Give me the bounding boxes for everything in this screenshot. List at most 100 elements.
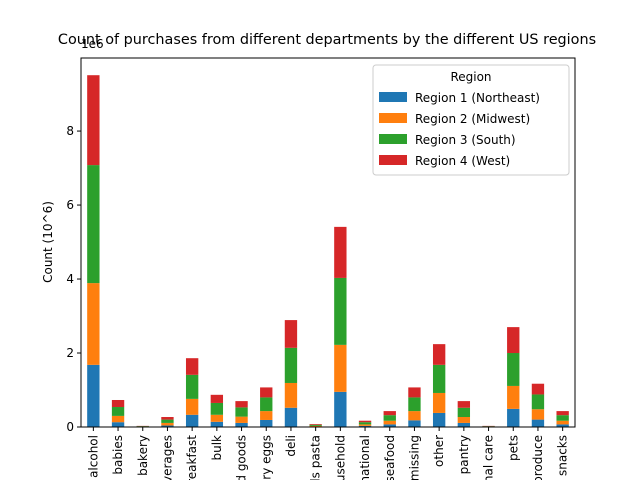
bar-segment (260, 419, 273, 427)
bar-segment (284, 407, 298, 427)
bar-segment (87, 75, 100, 166)
bar-segment (334, 391, 347, 427)
bar-segment (309, 425, 322, 427)
bar-segment (87, 165, 100, 284)
bar-segment (111, 422, 125, 427)
bar-segment (309, 424, 322, 425)
legend-swatch (379, 134, 407, 144)
x-tick-label: pets (506, 435, 520, 461)
bar-segment (161, 419, 174, 423)
bar-segment (284, 347, 298, 383)
bar-segment (334, 277, 347, 345)
x-tick-label: missing (407, 435, 421, 480)
bar-segment (185, 398, 199, 415)
bar-segment (334, 344, 347, 392)
bar-segment (111, 415, 125, 423)
legend-label: Region 1 (Northeast) (415, 91, 540, 105)
bar-segment (507, 385, 520, 409)
legend-label: Region 4 (West) (415, 154, 510, 168)
chart-title: Count of purchases from different depart… (58, 32, 596, 48)
x-tick-label: dry goods pasta (309, 435, 323, 480)
x-tick-label: bulk (210, 435, 224, 461)
x-tick-label: meat seafood (383, 435, 397, 480)
bar-segment (185, 358, 199, 375)
bar-segment (235, 407, 248, 417)
bar-segment (235, 416, 248, 423)
legend-label: Region 3 (South) (415, 133, 516, 147)
bar-segment (111, 399, 125, 408)
bar-segment (507, 353, 520, 386)
x-tick-label: pantry (457, 435, 471, 474)
bar-segment (358, 424, 372, 426)
y-tick-label: 8 (66, 124, 74, 138)
bar-segment (334, 226, 347, 278)
y-tick-label: 0 (66, 420, 74, 434)
x-tick-label: beverages (160, 435, 174, 480)
bar-segment (383, 411, 396, 416)
bar-segment (408, 397, 421, 412)
bar-segment (531, 419, 545, 427)
legend-box (372, 64, 570, 176)
bar-segment (408, 411, 421, 421)
bar-segment (507, 408, 520, 427)
bar-segment (383, 415, 396, 421)
bar-segment (531, 394, 545, 410)
legend-title: Region (450, 70, 491, 84)
x-tick-label: international (358, 435, 372, 480)
bar-segment (185, 414, 199, 427)
x-tick-label: canned goods (235, 435, 249, 480)
legend-swatch (379, 155, 407, 165)
bar-segment (161, 425, 174, 427)
bar-segment (210, 394, 224, 403)
bar-segment (556, 415, 569, 421)
y-tick-label: 6 (66, 198, 74, 212)
bar-segment (556, 411, 569, 416)
y-offset-label: 1e6 (81, 37, 104, 51)
x-tick-label: dairy eggs (259, 435, 273, 480)
y-axis-label: Count (10^6) (41, 201, 55, 283)
bar-segment (408, 387, 421, 398)
bar-segment (87, 283, 100, 365)
bar-segment (432, 412, 446, 427)
bar-segment (284, 382, 298, 408)
x-tick-label: deli (284, 435, 298, 457)
bar-segment (210, 414, 224, 422)
bar-segment (161, 417, 174, 420)
bar-segment (284, 320, 298, 348)
y-tick-label: 2 (66, 346, 74, 360)
bar-segment (210, 421, 224, 427)
bar-segment (260, 411, 273, 420)
bar-segment (556, 424, 569, 427)
bar-segment (260, 387, 273, 398)
bar-segment (457, 407, 471, 418)
bar-segment (432, 392, 446, 413)
bar-segment (457, 417, 471, 423)
bar-segment (432, 344, 446, 365)
bar-segment (457, 422, 471, 427)
bar-segment (358, 422, 372, 425)
x-tick-label: other (432, 435, 446, 467)
bar-segment (457, 401, 471, 408)
bar-segment (383, 424, 396, 427)
bar-segment (507, 327, 520, 354)
x-tick-label: bakery (136, 435, 150, 476)
bar-segment (383, 420, 396, 425)
y-tick-label: 4 (66, 272, 74, 286)
bar-segment (161, 422, 174, 426)
x-tick-label: alcohol (86, 435, 100, 478)
bar-segment (185, 374, 199, 399)
bar-segment (358, 420, 372, 423)
x-tick-label: personal care (482, 435, 496, 480)
bar-segment (260, 397, 273, 412)
bar-segment (556, 420, 569, 425)
legend-swatch (379, 113, 407, 123)
legend-swatch (379, 92, 407, 102)
bar-segment (235, 422, 248, 427)
bar-segment (531, 383, 545, 395)
legend-label: Region 2 (Midwest) (415, 112, 530, 126)
x-tick-label: babies (111, 435, 125, 475)
bar-segment (309, 424, 322, 426)
bar-segment (531, 409, 545, 420)
